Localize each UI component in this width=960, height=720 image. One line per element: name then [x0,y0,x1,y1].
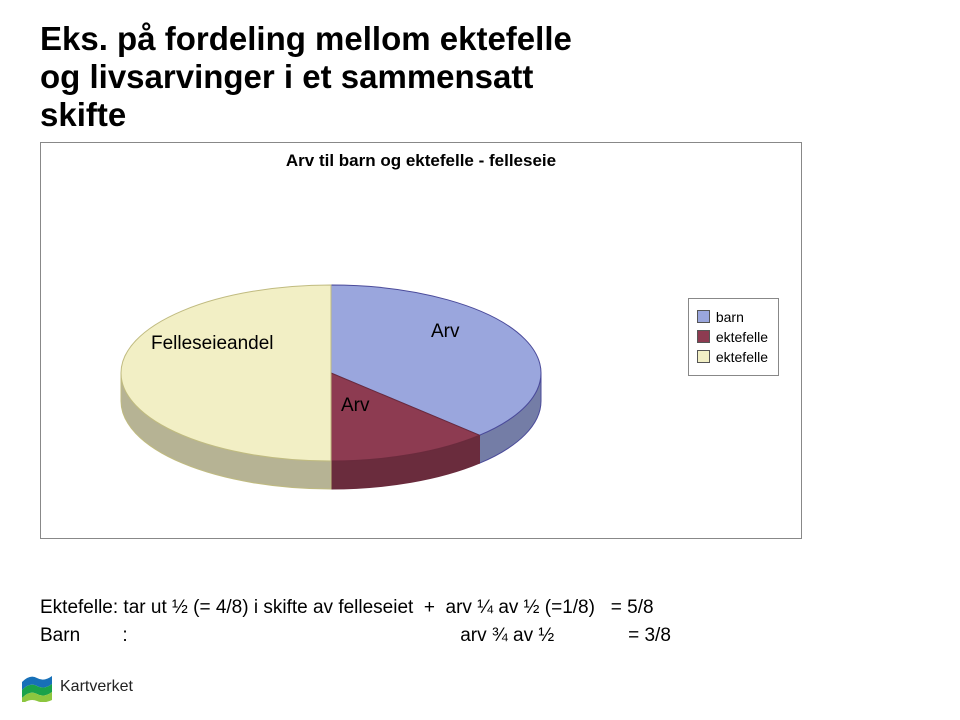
logo-text: Kartverket [60,678,133,696]
legend-swatch [697,310,710,323]
body-line-1: Ektefelle: tar ut ½ (= 4/8) i skifte av … [40,594,920,623]
legend-label: ektefelle [716,329,768,345]
legend: barn ektefelle ektefelle [688,298,779,376]
chart-title: Arv til barn og ektefelle - felleseie [41,143,801,171]
title-line-2: og livsarvinger i et sammensatt [40,58,533,95]
legend-swatch [697,350,710,363]
slide: Eks. på fordeling mellom ektefelle og li… [0,0,960,720]
legend-swatch [697,330,710,343]
legend-item-barn: barn [697,309,768,325]
legend-label: barn [716,309,744,325]
logo-icon [20,672,54,702]
page-title: Eks. på fordeling mellom ektefelle og li… [40,20,920,134]
title-line-3: skifte [40,96,126,133]
body-line-2: Barn : arv ¾ av ½ = 3/8 [40,622,920,651]
legend-label: ektefelle [716,349,768,365]
chart-frame: Arv til barn og ektefelle - felleseie Fe… [40,142,802,539]
body-text: Ektefelle: tar ut ½ (= 4/8) i skifte av … [40,594,920,651]
legend-item-ektefelle-2: ektefelle [697,349,768,365]
legend-item-ektefelle-1: ektefelle [697,329,768,345]
title-line-1: Eks. på fordeling mellom ektefelle [40,20,572,57]
kartverket-logo: Kartverket [20,672,133,702]
pie-chart [96,273,566,503]
pie-svg [96,273,566,503]
